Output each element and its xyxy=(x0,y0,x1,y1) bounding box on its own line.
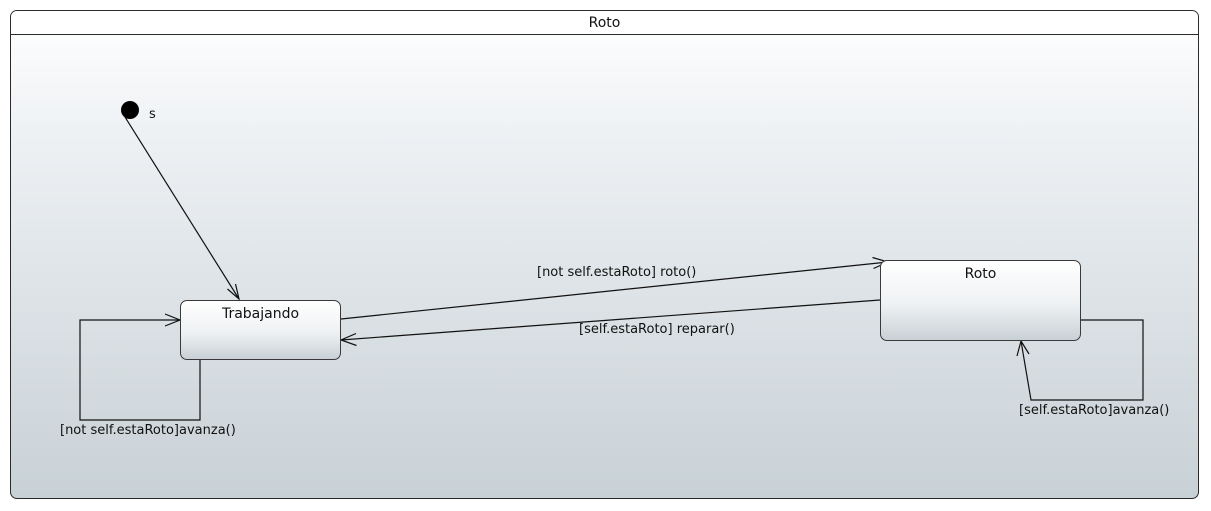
state-roto[interactable]: Roto xyxy=(880,260,1081,341)
state-trabajando[interactable]: Trabajando xyxy=(180,300,341,360)
transition-label-roto: [not self.estaRoto] roto() xyxy=(537,265,697,280)
transition-label-roto-avanza: [self.estaRoto]avanza() xyxy=(1019,403,1170,418)
initial-pseudostate[interactable] xyxy=(121,101,139,119)
frame-title: Roto xyxy=(11,11,1198,35)
state-trabajando-name: Trabajando xyxy=(221,306,300,322)
transition-label-reparar: [self.estaRoto] reparar() xyxy=(579,322,735,337)
initial-label: s xyxy=(149,107,156,122)
transition-label-trabajando-avanza: [not self.estaRoto]avanza() xyxy=(60,423,236,438)
state-roto-name: Roto xyxy=(964,266,997,282)
